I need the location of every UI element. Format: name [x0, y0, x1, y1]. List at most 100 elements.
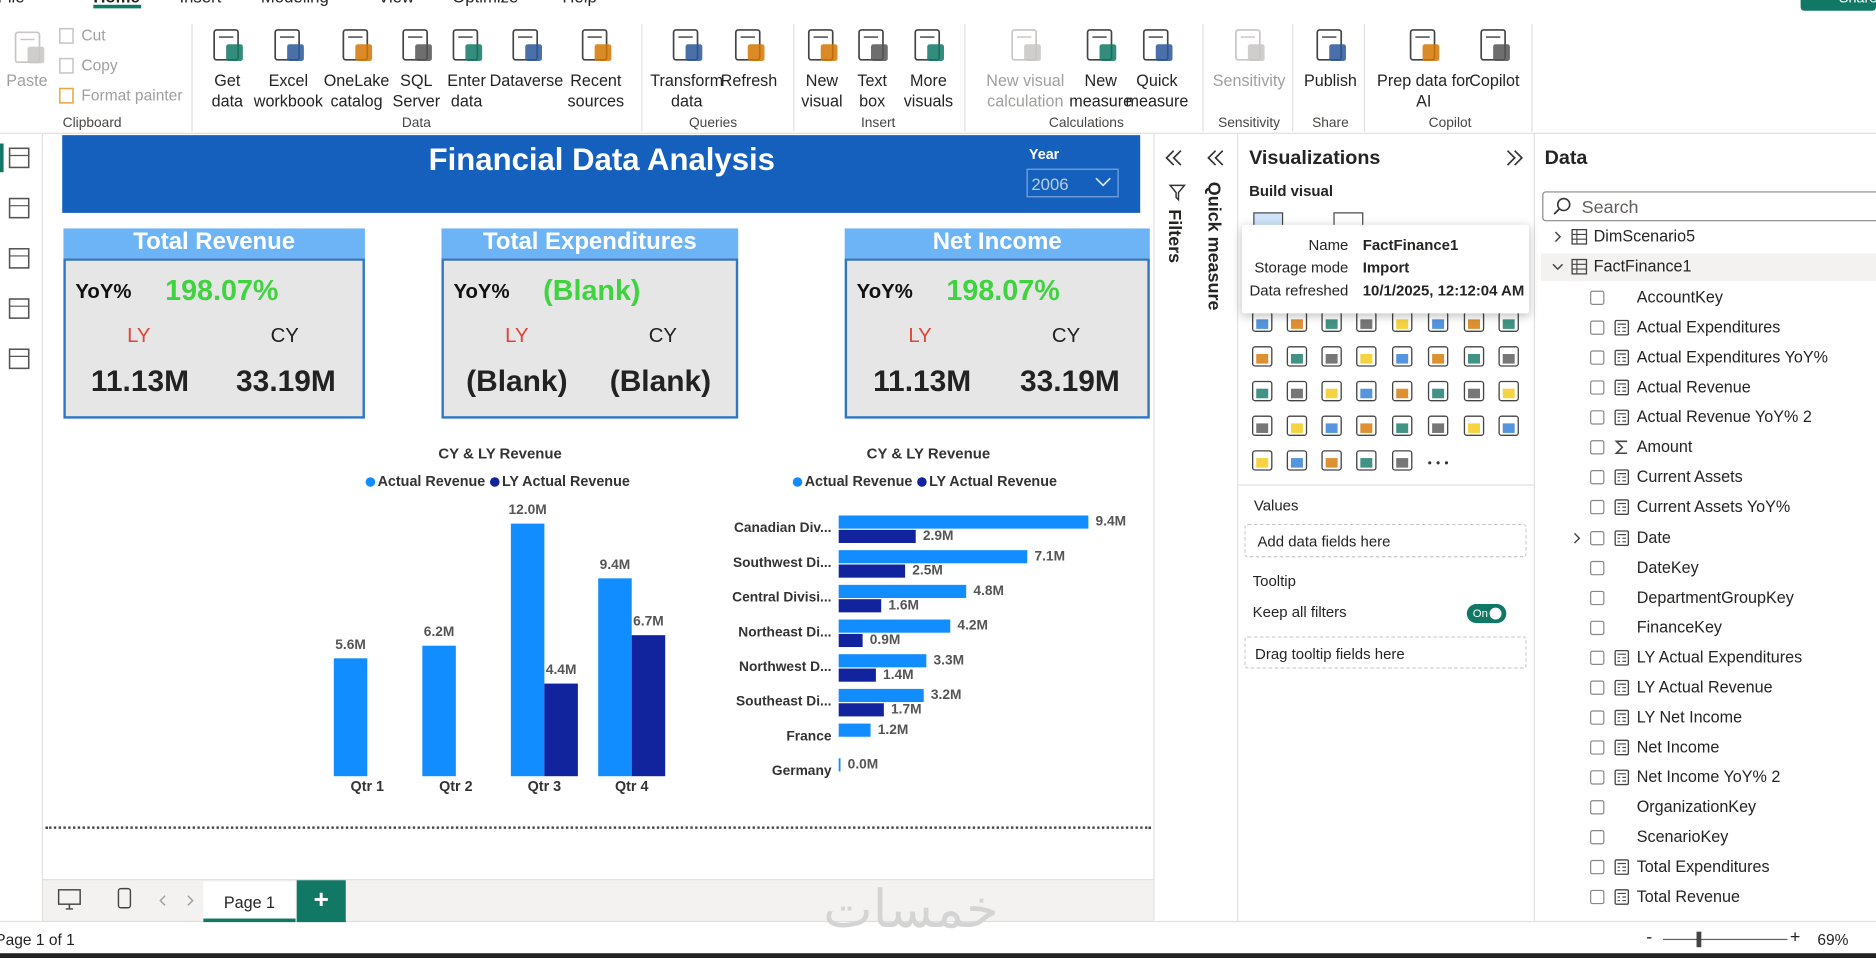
visual-type-icon[interactable] — [1354, 344, 1378, 368]
checkbox[interactable] — [1590, 350, 1605, 365]
checkbox[interactable] — [1590, 500, 1605, 515]
ribbon-tab[interactable]: Insert — [179, 0, 221, 6]
checkbox[interactable] — [1590, 740, 1605, 755]
view-icon[interactable] — [7, 297, 31, 321]
checkbox[interactable] — [1590, 710, 1605, 725]
table-name[interactable]: FactFinance1 — [1593, 257, 1692, 276]
quick-measure-label[interactable]: Quick measure — [1203, 181, 1224, 311]
visual-type-icon[interactable] — [1250, 449, 1274, 473]
ribbon-button[interactable]: OneLake catalog — [323, 71, 390, 111]
ribbon-button[interactable]: Copilot — [1469, 71, 1520, 90]
field-name[interactable]: LY Actual Revenue — [1636, 678, 1773, 696]
slicer-dropdown[interactable]: 2006 — [1026, 168, 1119, 198]
ribbon-button[interactable]: Paste — [6, 71, 48, 90]
visual-type-icon[interactable] — [1354, 449, 1378, 473]
ribbon-tab[interactable]: Home — [93, 0, 140, 6]
visual-type-icon[interactable] — [1390, 379, 1414, 403]
ribbon-button[interactable]: Transform data — [650, 71, 724, 111]
view-icon[interactable] — [0, 143, 31, 173]
field-name[interactable]: Net Income YoY% 2 — [1636, 767, 1781, 786]
ribbon-button[interactable]: Excel workbook — [253, 71, 323, 111]
field-name[interactable]: LY Actual Expenditures — [1636, 648, 1803, 666]
visual-type-icon[interactable] — [1426, 344, 1450, 368]
visual-type-icon[interactable] — [1320, 344, 1344, 368]
ribbon-button[interactable]: Get data — [211, 71, 244, 111]
checkbox[interactable] — [1590, 290, 1605, 305]
field-name[interactable]: Actual Expenditures YoY% — [1636, 348, 1828, 367]
ribbon-button[interactable]: More visuals — [903, 71, 954, 111]
field-name[interactable]: Actual Revenue — [1636, 378, 1751, 397]
checkbox[interactable] — [1590, 320, 1605, 335]
visual-type-icon[interactable] — [1354, 379, 1378, 403]
checkbox[interactable] — [1590, 770, 1605, 785]
visual-type-icon[interactable] — [1250, 379, 1274, 403]
mobile-view[interactable] — [117, 887, 132, 909]
field-name[interactable]: OrganizationKey — [1636, 797, 1757, 816]
table-name[interactable]: DimScenario5 — [1593, 227, 1696, 246]
field-name[interactable]: Current Assets — [1636, 468, 1743, 487]
visual-type-icon[interactable] — [1390, 414, 1414, 438]
collapse-chevron[interactable] — [1207, 150, 1224, 167]
field-name[interactable]: DateKey — [1636, 558, 1699, 577]
view-icon[interactable] — [7, 347, 31, 371]
visual-type-icon[interactable] — [1497, 414, 1521, 438]
visual-type-icon[interactable] — [1497, 344, 1521, 368]
checkbox[interactable] — [1590, 560, 1605, 575]
desktop-view[interactable] — [57, 889, 81, 911]
ribbon-tab[interactable]: File — [0, 0, 25, 6]
field-name[interactable]: Amount — [1636, 438, 1693, 457]
field-name[interactable]: LY Net Income — [1636, 707, 1743, 726]
expander[interactable] — [1571, 532, 1583, 544]
ribbon-button[interactable]: New visual — [801, 71, 843, 111]
ribbon-tab[interactable]: Help — [562, 0, 596, 6]
ribbon-button[interactable]: Dataverse — [489, 71, 564, 90]
zoom-out[interactable]: - — [1646, 926, 1653, 948]
search-box[interactable]: Search — [1542, 191, 1876, 222]
ribbon-button[interactable]: Quick measure — [1125, 71, 1189, 111]
visual-type-icon[interactable] — [1462, 379, 1486, 403]
field-name[interactable]: DepartmentGroupKey — [1636, 588, 1794, 606]
checkbox[interactable] — [1590, 890, 1605, 905]
expander[interactable] — [1552, 231, 1564, 243]
view-icon[interactable] — [7, 196, 31, 220]
visual-type-icon[interactable] — [1285, 379, 1309, 403]
field-name[interactable]: ScenarioKey — [1636, 827, 1729, 846]
field-name[interactable]: FinanceKey — [1636, 618, 1723, 636]
ribbon-button[interactable]: New visual calculation — [986, 71, 1065, 111]
ribbon-button[interactable]: SQL Server — [392, 71, 441, 111]
visual-type-icon[interactable] — [1390, 344, 1414, 368]
checkbox[interactable] — [1590, 590, 1605, 605]
checkbox[interactable] — [1590, 470, 1605, 485]
page-scroll[interactable] — [187, 895, 194, 907]
ribbon-button[interactable]: Prep data for AI — [1377, 71, 1471, 111]
zoom-thumb[interactable] — [1696, 931, 1702, 948]
collapse-chevron[interactable] — [1506, 150, 1524, 167]
checkbox[interactable] — [1590, 800, 1605, 815]
page-scroll[interactable] — [159, 895, 166, 907]
share-button[interactable]: Share — [1800, 0, 1876, 11]
ribbon-button[interactable]: Refresh — [720, 71, 778, 90]
ribbon-button[interactable]: Recent sources — [567, 71, 625, 111]
field-name[interactable]: Actual Revenue YoY% 2 — [1636, 408, 1812, 427]
ribbon-tab[interactable]: Optimize — [452, 0, 518, 6]
ribbon-button[interactable]: Cut — [81, 26, 106, 45]
checkbox[interactable] — [1590, 620, 1605, 635]
ribbon-button[interactable]: Publish — [1303, 71, 1357, 90]
visual-type-icon[interactable] — [1426, 379, 1450, 403]
ribbon-tab[interactable]: Modeling — [261, 0, 329, 6]
visual-type-icon[interactable] — [1426, 414, 1450, 438]
checkbox[interactable] — [1590, 830, 1605, 845]
ribbon-tab[interactable]: View — [378, 0, 414, 6]
field-name[interactable]: Current Assets YoY% — [1636, 498, 1791, 517]
field-name[interactable]: AccountKey — [1636, 288, 1723, 307]
visual-type-icon[interactable] — [1320, 449, 1344, 473]
checkbox[interactable] — [1590, 860, 1605, 875]
visual-type-icon[interactable] — [1250, 414, 1274, 438]
field-name[interactable]: Net Income — [1636, 737, 1720, 756]
checkbox[interactable] — [1590, 650, 1605, 665]
field-name[interactable]: Total Expenditures — [1636, 857, 1770, 876]
drop-zone[interactable]: Drag tooltip fields here — [1244, 636, 1527, 669]
visual-type-icon[interactable] — [1320, 414, 1344, 438]
visual-type-icon[interactable] — [1354, 414, 1378, 438]
visual-type-icon[interactable] — [1285, 449, 1309, 473]
